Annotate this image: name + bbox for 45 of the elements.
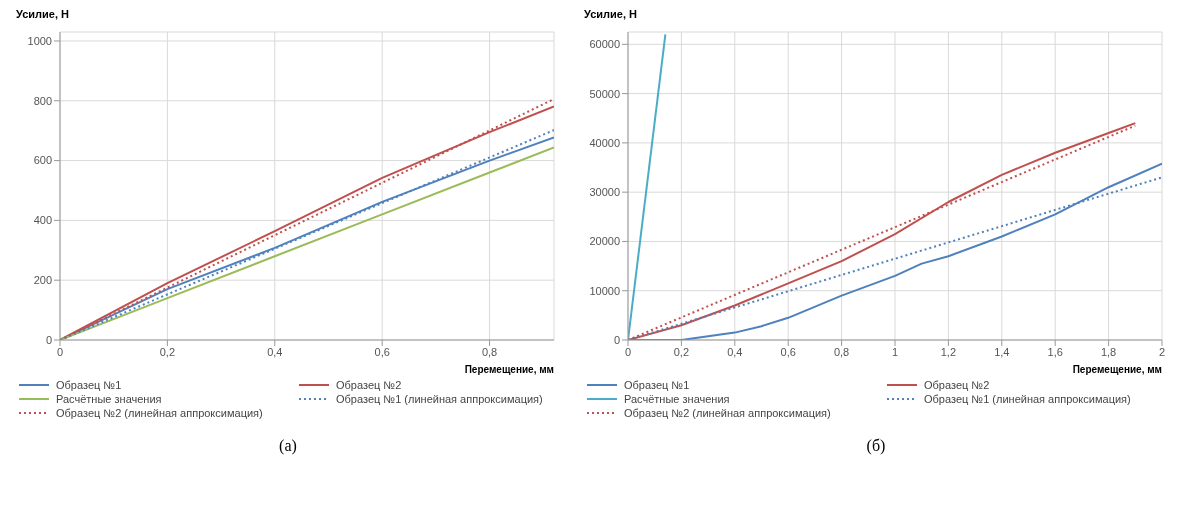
legend-label: Образец №1 (линейная аппроксимация) xyxy=(336,393,543,405)
y-tick-label: 600 xyxy=(33,154,52,167)
text: (б) xyxy=(865,437,887,455)
y-tick-label: 800 xyxy=(33,94,52,107)
x-axis-title: Перемещение, мм xyxy=(1071,364,1163,375)
x-tick-label: 0,4 xyxy=(267,345,283,358)
y-tick-label: 0 xyxy=(613,333,620,346)
x-tick-label: 0 xyxy=(56,345,64,358)
y-tick-label: 50000 xyxy=(589,87,620,100)
legend-label: Образец №2 (линейная аппроксимация) xyxy=(56,407,263,419)
y-tick-label: 1000 xyxy=(27,34,52,47)
x-tick-label: 1 xyxy=(891,345,899,358)
text: (а) xyxy=(278,437,298,455)
y-tick-label: 40000 xyxy=(589,136,620,149)
legend-label: Образец №2 (линейная аппроксимация) xyxy=(624,407,831,419)
y-axis-title: Усилие, Н xyxy=(583,8,638,22)
x-axis-title: Перемещение, мм xyxy=(463,364,555,375)
legend-label: Образец №1 (линейная аппроксимация) xyxy=(924,393,1131,405)
legend-label: Образец №1 xyxy=(624,379,690,391)
legend-label: Образец №2 xyxy=(924,379,990,391)
x-tick-label: 0,8 xyxy=(833,345,850,358)
y-tick-label: 30000 xyxy=(589,186,620,199)
x-tick-label: 0,6 xyxy=(374,345,390,358)
y-tick-label: 20000 xyxy=(589,235,620,248)
x-tick-label: 1,4 xyxy=(994,345,1010,358)
legend-label: Расчётные значения xyxy=(56,393,162,405)
y-tick-label: 400 xyxy=(33,214,52,227)
y-tick-label: 10000 xyxy=(589,284,620,297)
y-tick-label: 60000 xyxy=(589,38,620,51)
x-tick-label: 0,6 xyxy=(780,345,796,358)
y-tick-label: 0 xyxy=(45,333,52,346)
x-tick-label: 0,4 xyxy=(727,345,743,358)
x-tick-label: 0,2 xyxy=(673,345,690,358)
x-tick-label: 2 xyxy=(1158,345,1166,358)
x-tick-label: 0,2 xyxy=(159,345,176,358)
legend-label: Образец №1 xyxy=(56,379,122,391)
x-tick-label: 1,8 xyxy=(1100,345,1117,358)
legend-label: Расчётные значения xyxy=(624,393,730,405)
x-tick-label: 0 xyxy=(624,345,632,358)
legend-label: Образец №2 xyxy=(336,379,402,391)
x-tick-label: 1,2 xyxy=(940,345,957,358)
x-tick-label: 0,8 xyxy=(481,345,498,358)
y-tick-label: 200 xyxy=(33,274,52,287)
x-tick-label: 1,6 xyxy=(1047,345,1063,358)
y-axis-title: Усилие, Н xyxy=(15,8,70,22)
